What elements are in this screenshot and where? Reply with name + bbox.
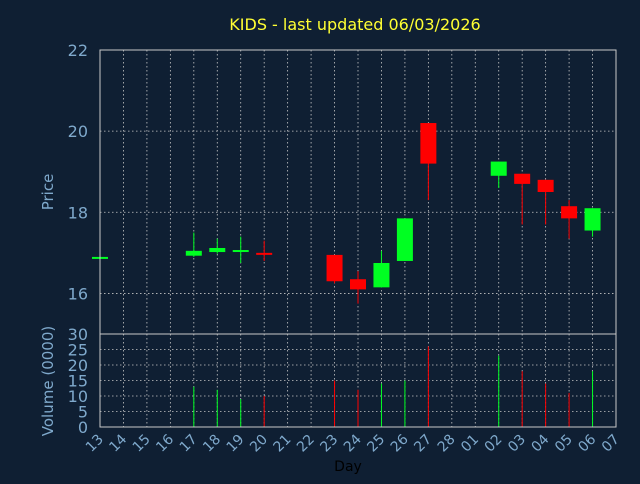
candle	[420, 123, 437, 201]
candle	[490, 161, 507, 188]
candle-body	[350, 279, 366, 290]
x-tick-label: 14	[106, 431, 130, 455]
x-tick-label: 15	[130, 432, 154, 456]
price-panel: 16 18 20 22	[68, 41, 617, 335]
x-tick-label: 05	[552, 432, 576, 456]
price-tick-label: 18	[68, 203, 88, 222]
x-tick-label: 02	[482, 432, 506, 456]
x-axis-label: Day	[334, 459, 362, 475]
candle-body	[232, 250, 249, 253]
candle	[350, 271, 366, 304]
volume-frame	[99, 333, 617, 428]
candle	[537, 179, 554, 225]
price-tick-label: 22	[68, 41, 88, 60]
x-tick-label: 19	[224, 432, 248, 456]
volume-tick-label: 5	[78, 403, 88, 422]
x-tick-label: 24	[341, 431, 365, 455]
x-tick-label: 06	[575, 431, 599, 455]
x-tick-label: 28	[435, 432, 459, 456]
x-tick-label: 20	[247, 432, 271, 456]
candle	[584, 208, 601, 237]
candle	[326, 254, 343, 284]
candle-body	[209, 247, 226, 253]
x-tick-label: 04	[529, 431, 553, 455]
x-tick-label: 22	[294, 432, 318, 456]
volume-tick-label: 10	[68, 387, 88, 406]
candle	[232, 236, 249, 263]
volume-tick-label: 0	[78, 418, 88, 437]
candle	[514, 173, 531, 225]
volume-tick-label: 25	[68, 341, 88, 360]
x-tick-label: 01	[458, 432, 482, 456]
price-tick-label: 20	[68, 122, 88, 141]
x-tick-label: 21	[271, 432, 295, 456]
candle-body	[396, 218, 413, 261]
x-tick-label: 27	[411, 432, 435, 456]
candle	[373, 250, 390, 288]
x-tick-label: 17	[177, 432, 201, 456]
candle	[209, 238, 226, 254]
candle-body	[537, 179, 554, 192]
volume-tick-label: 20	[68, 356, 88, 375]
candle	[396, 218, 413, 261]
volume-axis-label: Volume (0000)	[39, 326, 57, 436]
candle-body	[256, 252, 273, 255]
candle-body	[326, 254, 343, 282]
candle-body	[373, 263, 390, 288]
x-axis: 13 14 15 16 17 18 19 20 21 22 23 24 25 26 27 28 01 02 03 04…	[83, 431, 623, 455]
volume-tick-label: 30	[68, 325, 88, 344]
x-tick-label: 18	[200, 432, 224, 456]
x-tick-label: 03	[505, 432, 529, 456]
price-tick-label: 16	[68, 284, 88, 303]
x-tick-label: 25	[364, 432, 388, 456]
price-axis-label: Price	[39, 174, 57, 211]
candle	[256, 240, 273, 261]
candle	[561, 200, 578, 239]
candle-body	[420, 123, 437, 164]
candle-body	[514, 173, 531, 184]
x-tick-label: 16	[153, 431, 177, 455]
candle-body	[561, 206, 578, 219]
candle-body	[584, 208, 601, 231]
candle-body	[185, 250, 202, 256]
chart-title: KIDS - last updated 06/03/2026	[229, 15, 480, 34]
x-tick-label: 23	[317, 432, 341, 456]
candle-body	[490, 161, 507, 176]
x-tick-label: 26	[388, 431, 412, 455]
volume-tick-label: 15	[68, 372, 88, 391]
candle	[185, 232, 202, 257]
x-tick-label: 07	[599, 432, 623, 456]
